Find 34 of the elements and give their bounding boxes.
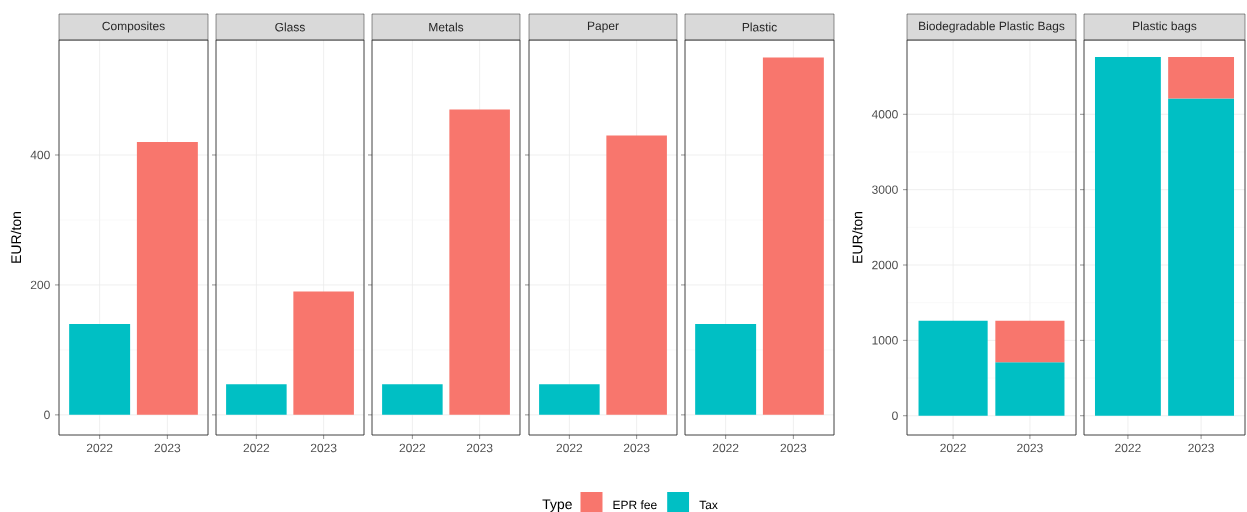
x-tick-label: 2023: [780, 443, 807, 453]
x-tick-label: 2023: [1017, 443, 1043, 453]
chart-title: Metals: [429, 22, 464, 32]
chart-title: Plastic: [742, 22, 777, 32]
y-axis-title: EUR/ton: [10, 211, 22, 263]
x-tick-label: 2022: [940, 443, 966, 453]
x-tick-label: 2022: [712, 443, 739, 453]
legend-label: Tax: [699, 500, 718, 510]
x-tick-label: 2023: [310, 443, 337, 453]
y-tick-label: 0: [44, 410, 50, 420]
chart-title: Glass: [275, 22, 305, 32]
x-tick-label: 2022: [1115, 443, 1141, 453]
y-tick-label: 1000: [872, 336, 898, 345]
y-tick-label: 400: [30, 150, 50, 160]
legend-title: Type: [542, 499, 572, 512]
y-tick-label: 2000: [872, 260, 898, 270]
y-tick-label: 3000: [872, 185, 898, 194]
y-tick-label: 200: [30, 280, 50, 290]
x-tick-label: 2022: [399, 443, 426, 453]
y-axis-title: EUR/ton: [852, 211, 863, 263]
x-tick-label: 2022: [556, 443, 583, 453]
legend-label: EPR fee: [613, 500, 657, 510]
y-tick-label: 0: [892, 411, 898, 420]
x-tick-label: 2023: [1188, 443, 1214, 453]
x-tick-label: 2023: [623, 443, 650, 453]
x-tick-label: 2023: [466, 443, 493, 453]
y-tick-label: 4000: [871, 110, 898, 119]
chart-title: Paper: [587, 21, 619, 33]
chart-title: Plastic bags: [1133, 21, 1197, 33]
x-tick-label: 2022: [86, 443, 113, 453]
x-tick-label: 2022: [243, 443, 270, 453]
chart-title: Composites: [102, 21, 165, 33]
x-tick-label: 2023: [154, 443, 181, 453]
chart-title: Biodegradable Plastic Bags: [919, 21, 1065, 33]
